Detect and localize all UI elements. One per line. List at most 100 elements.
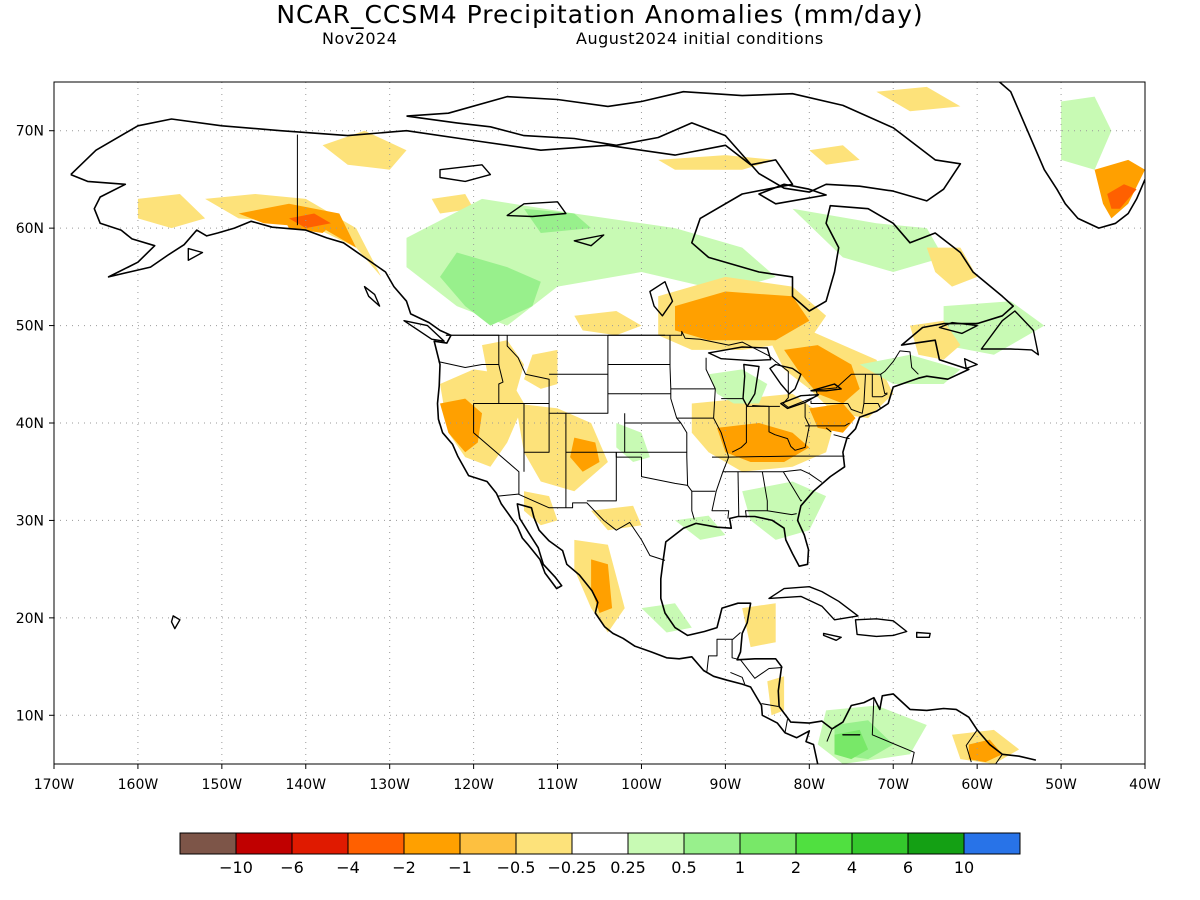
border-line (438, 361, 499, 368)
lon-tick-label: 130W (369, 777, 410, 793)
colorbar-swatch (347, 832, 405, 855)
anomaly-region (289, 213, 331, 229)
border-line (825, 427, 832, 433)
anomaly-region (1061, 96, 1112, 170)
colorbar-label: 4 (847, 858, 857, 877)
island-outline (916, 631, 931, 638)
border-line (586, 452, 617, 502)
border-line (752, 405, 770, 407)
colorbar-swatch (683, 832, 741, 855)
colorbar-label: 1 (735, 858, 745, 877)
colorbar-label: −0.25 (547, 858, 596, 877)
lake-outline (573, 234, 605, 247)
lake-outline (649, 281, 674, 317)
anomaly-region (574, 311, 642, 336)
border-line (880, 374, 888, 395)
lon-tick-label: 140W (285, 777, 326, 793)
island-outline (980, 310, 1040, 356)
lon-tick-label: 110W (537, 777, 578, 793)
anomaly-region (708, 369, 768, 404)
border-line (782, 471, 803, 502)
border-line (524, 413, 550, 453)
lat-tick-label: 50N (16, 319, 44, 335)
border-line (728, 455, 845, 458)
colorbar-label: 0.5 (671, 858, 696, 877)
colorbar-swatch (907, 832, 965, 855)
border-line (731, 406, 747, 453)
anomaly-region (524, 349, 558, 389)
colorbar-label: −0.5 (497, 858, 536, 877)
latitude-axis: 10N 20N 30N 40N 50N 60N 70N (16, 124, 54, 724)
political-borders (296, 134, 1003, 764)
border-line (706, 632, 741, 672)
lat-tick-label: 20N (16, 611, 44, 627)
colorbar-label: 6 (903, 858, 913, 877)
border-line (497, 493, 666, 561)
border-line (833, 434, 850, 440)
anomaly-region (482, 340, 524, 394)
anomaly-layer (137, 86, 1145, 764)
lat-tick-label: 70N (16, 124, 44, 140)
colorbar-swatch (515, 832, 573, 855)
border-line (863, 403, 882, 409)
lake-outline (707, 346, 772, 362)
colorbar-swatch (795, 832, 853, 855)
anomaly-region (675, 291, 810, 341)
border-line (669, 335, 695, 520)
coastlines (70, 82, 1145, 764)
island-outline (363, 285, 381, 307)
colorbar-swatch (851, 832, 909, 855)
border-line (737, 471, 740, 517)
anomaly-region (742, 603, 776, 648)
map-title: NCAR_CCSM4 Precipitation Anomalies (mm/d… (276, 0, 924, 29)
longitude-axis: 170W 160W 150W 140W 130W 120W 110W 100W 90W 80W 70… (34, 764, 1161, 793)
anomaly-region (591, 505, 642, 531)
border-line (445, 330, 919, 408)
lake-outline (810, 383, 842, 392)
colorbar-swatch (627, 832, 685, 855)
border-line (872, 393, 888, 398)
lon-tick-label: 160W (118, 777, 159, 793)
lat-tick-label: 30N (16, 513, 44, 529)
plot-area (54, 82, 1145, 764)
initial-conditions: August2024 initial conditions (576, 29, 824, 48)
border-line (767, 510, 797, 516)
colorbar-label: −4 (336, 858, 360, 877)
island-outline (170, 615, 181, 630)
colorbar-swatch (235, 832, 293, 855)
anomaly-region (137, 194, 206, 229)
border-line (826, 728, 833, 742)
island-outline (403, 320, 445, 342)
colorbar-swatch (179, 832, 237, 855)
lon-tick-label: 150W (202, 777, 243, 793)
colorbar-swatch (403, 832, 461, 855)
colorbar-label: −2 (392, 858, 416, 877)
coastline (758, 183, 827, 205)
border-line (445, 334, 520, 495)
colorbar-label: −6 (280, 858, 304, 877)
lake-outline (439, 164, 492, 183)
anomaly-region (440, 398, 482, 453)
lon-tick-label: 100W (621, 777, 662, 793)
lon-tick-label: 60W (961, 777, 993, 793)
map-frame (53, 81, 1146, 765)
lon-tick-label: 50W (1045, 777, 1077, 793)
border-line (740, 659, 783, 679)
border-line (730, 671, 746, 685)
lon-tick-label: 40W (1129, 777, 1161, 793)
colorbar-label: 2 (791, 858, 801, 877)
anomaly-region (524, 491, 558, 526)
anomaly-region (570, 437, 600, 472)
lat-tick-label: 40N (16, 416, 44, 432)
anomaly-region (322, 130, 407, 170)
colorbar-label: −10 (219, 858, 253, 877)
border-line (498, 335, 609, 414)
border-line (995, 754, 1003, 764)
border-line (871, 697, 915, 764)
colorbar-swatch (739, 832, 797, 855)
border-line (615, 452, 642, 458)
lon-tick-label: 90W (710, 777, 742, 793)
anomaly-region (792, 208, 944, 272)
colorbar-label: 0.25 (610, 858, 646, 877)
anomaly-region (926, 247, 978, 287)
